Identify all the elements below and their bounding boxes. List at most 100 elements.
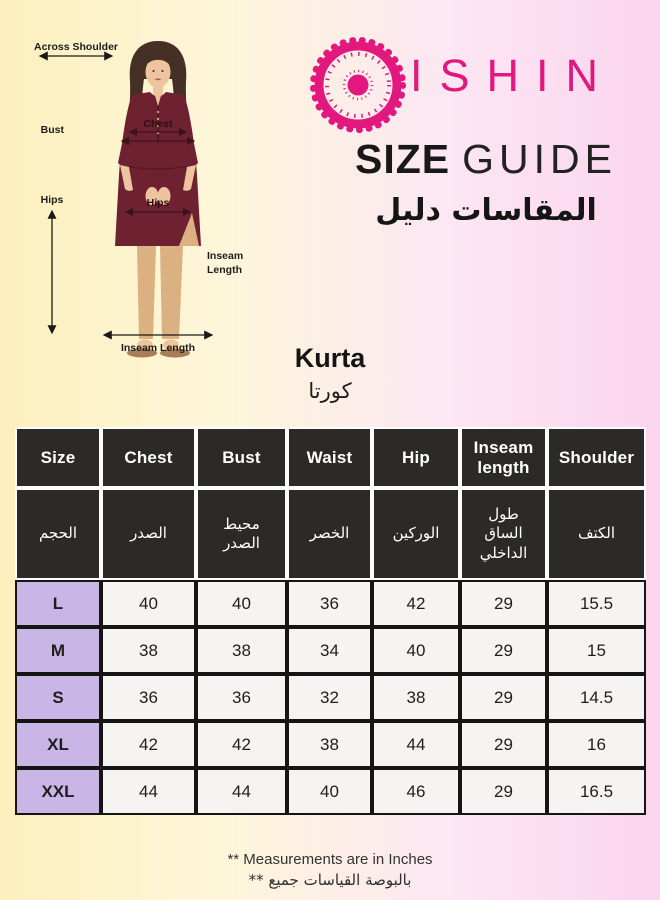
- value-cell: 40: [196, 580, 287, 627]
- neck: [153, 84, 163, 96]
- label-bust: Bust: [41, 124, 65, 136]
- label-across-shoulder: Across Shoulder: [34, 41, 118, 53]
- value-cell: 40: [101, 580, 196, 627]
- mandala-ring: [314, 41, 402, 129]
- value-cell: 44: [372, 721, 460, 768]
- value-cell: 15: [547, 627, 646, 674]
- mandala-center-dot: [347, 74, 369, 96]
- col-header-inseam: Inseam length: [460, 427, 547, 488]
- size-cell: L: [15, 580, 101, 627]
- measurement-note-arabic: ** جميع‎ القياسات‎ بالبوصة: [248, 871, 412, 889]
- mandala-inner-teeth: [325, 52, 391, 118]
- button: [156, 124, 160, 128]
- value-cell: 38: [101, 627, 196, 674]
- value-cell: 16: [547, 721, 646, 768]
- eye-left: [152, 70, 155, 72]
- neckline-notch: [154, 94, 162, 106]
- label-inseam-side-line2: Length: [207, 264, 242, 276]
- foot-right: [163, 339, 179, 351]
- value-cell: 42: [101, 721, 196, 768]
- sandal-right: [160, 348, 190, 358]
- col-header-bust: Bust: [196, 427, 287, 488]
- mandala-outer-scallops: [310, 37, 406, 133]
- col-header-shoulder: Shoulder: [547, 427, 646, 488]
- value-cell: 36: [101, 674, 196, 721]
- forearm-left: [120, 165, 133, 191]
- sandal-left: [127, 348, 157, 358]
- product-name: Kurta: [294, 343, 366, 373]
- oishin-logo-mandala-icon: [310, 37, 406, 133]
- measurement-diagram: Across Shoulder Bust Chest Hips Hips Ins…: [34, 41, 243, 358]
- table-row: XL 42 42 38 44 29 16: [15, 721, 646, 768]
- label-inseam-bottom: Inseam Length: [121, 342, 195, 354]
- col-header-hip-ar: الوركين: [372, 488, 460, 580]
- button: [156, 117, 160, 121]
- mandala-center-gear: [342, 69, 374, 101]
- value-cell: 38: [196, 627, 287, 674]
- hand-left: [145, 187, 159, 205]
- table-row: S 36 36 32 38 29 14.5: [15, 674, 646, 721]
- table-row: XXL 44 44 40 46 29 16.5: [15, 768, 646, 815]
- size-guide-title: SIZE GUIDE: [320, 136, 652, 183]
- value-cell: 16.5: [547, 768, 646, 815]
- value-cell: 29: [460, 627, 547, 674]
- col-header-chest-ar: الصدر: [101, 488, 196, 580]
- pant-leg-right: [160, 246, 183, 339]
- woman-figure: [115, 41, 201, 358]
- value-cell: 42: [372, 580, 460, 627]
- hand-right: [157, 187, 171, 205]
- value-cell: 29: [460, 580, 547, 627]
- table-row: M 38 38 34 40 29 15: [15, 627, 646, 674]
- col-header-hip: Hip: [372, 427, 460, 488]
- table-row: L 40 40 36 42 29 15.5: [15, 580, 646, 627]
- face: [145, 56, 171, 88]
- col-header-size: Size: [15, 427, 101, 488]
- value-cell: 36: [196, 674, 287, 721]
- value-cell: 40: [372, 627, 460, 674]
- foot-left: [137, 339, 153, 351]
- size-cell: XL: [15, 721, 101, 768]
- value-cell: 29: [460, 721, 547, 768]
- value-cell: 40: [287, 768, 372, 815]
- col-header-bust-ar: محيط الصدر: [196, 488, 287, 580]
- size-cell: S: [15, 674, 101, 721]
- col-header-waist-ar: الخصر: [287, 488, 372, 580]
- col-header-size-ar: الحجم: [15, 488, 101, 580]
- footer-notes: ** Measurements are in Inches ** جميع‎ ا…: [0, 851, 660, 889]
- value-cell: 32: [287, 674, 372, 721]
- side-slit: [179, 213, 199, 246]
- col-header-inseam-ar: طول الساق الداخلي: [460, 488, 547, 580]
- label-chest: Chest: [143, 118, 173, 130]
- value-cell: 42: [196, 721, 287, 768]
- size-cell: XXL: [15, 768, 101, 815]
- col-header-chest: Chest: [101, 427, 196, 488]
- value-cell: 34: [287, 627, 372, 674]
- value-cell: 38: [372, 674, 460, 721]
- eye-right: [161, 70, 164, 72]
- size-table-body: L 40 40 36 42 29 15.5 M 38 38 34 40 29 15 S 36 36 32 38 29 1…: [15, 580, 646, 815]
- product-name-arabic: كورتا: [308, 379, 352, 403]
- lips: [154, 78, 162, 81]
- hair-fringe: [144, 52, 172, 67]
- size-table: Size Chest Bust Waist Hip Inseam length …: [15, 427, 646, 815]
- value-cell: 44: [196, 768, 287, 815]
- measurement-note: ** Measurements are in Inches: [227, 851, 433, 868]
- label-hips-garment: Hips: [147, 197, 170, 209]
- label-hips-side: Hips: [41, 194, 64, 206]
- hair-shape: [128, 41, 188, 147]
- value-cell: 15.5: [547, 580, 646, 627]
- value-cell: 29: [460, 768, 547, 815]
- pant-leg-left: [137, 246, 156, 339]
- diagram-annotations: Across Shoulder Bust Chest Hips Hips Ins…: [34, 41, 243, 354]
- value-cell: 29: [460, 674, 547, 721]
- size-guide-title-arabic: دليل‎ المقاسات: [375, 193, 597, 228]
- title-size: SIZE: [355, 136, 451, 182]
- value-cell: 46: [372, 768, 460, 815]
- value-cell: 36: [287, 580, 372, 627]
- size-cell: M: [15, 627, 101, 674]
- forearm-right: [183, 165, 196, 191]
- header-row-english: Size Chest Bust Waist Hip Inseam length …: [15, 427, 646, 488]
- title-guide: GUIDE: [462, 136, 617, 182]
- header-row-arabic: الحجم الصدر محيط الصدر الخصر الوركين طول…: [15, 488, 646, 580]
